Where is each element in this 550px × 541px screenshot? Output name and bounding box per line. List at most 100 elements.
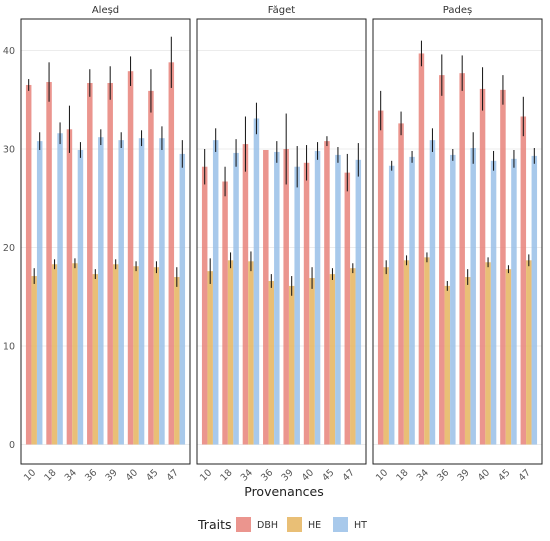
bar-ht bbox=[118, 140, 124, 445]
legend: Traits DBH HE HT bbox=[197, 517, 367, 532]
bar-dbh bbox=[479, 88, 486, 445]
bar-dbh bbox=[303, 162, 310, 445]
bar-ht bbox=[294, 166, 300, 445]
bar-he bbox=[207, 271, 213, 445]
bar-he bbox=[288, 285, 295, 445]
x-tick-label: 45 bbox=[496, 467, 512, 483]
x-tick-label: 45 bbox=[320, 467, 336, 483]
bar-he bbox=[329, 274, 336, 445]
bar-he bbox=[31, 276, 37, 445]
bar-dbh bbox=[201, 166, 208, 445]
bar-dbh bbox=[148, 90, 154, 445]
x-tick-label: 36 bbox=[83, 467, 99, 483]
bar-ht bbox=[179, 153, 186, 445]
panel-border bbox=[372, 18, 543, 465]
x-tick-label: 36 bbox=[259, 467, 275, 483]
bar-he bbox=[227, 260, 234, 445]
bar-dbh bbox=[87, 83, 93, 445]
bar-dbh bbox=[283, 149, 289, 445]
bar-ht bbox=[138, 138, 145, 445]
bar-he bbox=[444, 285, 451, 445]
bar-dbh bbox=[242, 144, 249, 445]
bar-ht bbox=[335, 154, 341, 445]
bar-he bbox=[403, 260, 410, 445]
bar-dbh bbox=[500, 89, 506, 445]
bar-he bbox=[174, 277, 180, 445]
bar-ht bbox=[355, 159, 362, 445]
bar-dbh bbox=[344, 172, 351, 445]
bar-he bbox=[350, 268, 356, 445]
bar-ht bbox=[77, 149, 84, 445]
bar-he bbox=[112, 264, 119, 445]
facet-title: Padeș bbox=[443, 5, 472, 16]
bar-dbh bbox=[398, 123, 404, 445]
x-tick-label: 40 bbox=[124, 467, 140, 483]
facet-panels: Aleșd Făget Padeș bbox=[20, 5, 543, 465]
bar-he bbox=[485, 262, 491, 445]
bar-ht bbox=[98, 137, 104, 445]
bar-dbh bbox=[222, 181, 228, 445]
x-tick-label: 47 bbox=[341, 467, 357, 483]
bar-he bbox=[424, 257, 430, 445]
panel-border bbox=[20, 18, 191, 465]
bar-he bbox=[92, 274, 99, 445]
legend-label: HT bbox=[354, 520, 367, 531]
x-tick-label: 18 bbox=[394, 467, 410, 483]
bar-ht bbox=[388, 165, 395, 445]
x-tick-label: 18 bbox=[218, 467, 234, 483]
bar-ht bbox=[314, 150, 321, 445]
bar-ht bbox=[57, 133, 63, 445]
bar-ht bbox=[274, 151, 280, 445]
bar-ht bbox=[409, 156, 415, 445]
y-tick-label: 0 bbox=[9, 440, 15, 451]
bar-dbh bbox=[25, 84, 32, 445]
bar-dbh bbox=[520, 116, 527, 445]
x-tick-label: 47 bbox=[165, 467, 181, 483]
x-tick-label: 10 bbox=[198, 467, 214, 483]
legend-key-ht bbox=[333, 517, 348, 532]
bar-dbh bbox=[263, 149, 269, 445]
bar-dbh bbox=[377, 110, 384, 445]
legend-label: HE bbox=[308, 520, 321, 531]
facet-panel: Padeș bbox=[372, 5, 543, 465]
x-tick-label: 40 bbox=[300, 467, 316, 483]
bar-ht bbox=[36, 141, 43, 445]
x-tick-label: 10 bbox=[22, 467, 38, 483]
facet-panel: Făget bbox=[196, 5, 367, 465]
bar-he bbox=[309, 278, 315, 445]
bar-dbh bbox=[168, 62, 175, 445]
bar-dbh bbox=[459, 73, 465, 445]
x-tick-label: 47 bbox=[517, 467, 533, 483]
x-tick-label: 18 bbox=[42, 467, 58, 483]
bar-he bbox=[153, 267, 160, 445]
bar-ht bbox=[159, 138, 165, 445]
bar-ht bbox=[490, 160, 497, 445]
bar-ht bbox=[531, 155, 538, 445]
bar-dbh bbox=[107, 83, 113, 445]
bar-he bbox=[268, 280, 275, 445]
x-tick-label: 40 bbox=[476, 467, 492, 483]
bar-ht bbox=[470, 148, 476, 445]
x-tick-label: 39 bbox=[455, 467, 471, 483]
x-tick-label: 10 bbox=[374, 467, 390, 483]
bar-ht bbox=[511, 158, 517, 445]
bar-dbh bbox=[418, 53, 425, 445]
x-axis: 10 18 34 36 39 40 45 47 10 18 34 36 39 40 45 47 10 18 34 36… bbox=[22, 467, 533, 483]
y-tick-label: 10 bbox=[3, 342, 15, 353]
bar-dbh bbox=[46, 82, 52, 445]
y-tick-label: 30 bbox=[3, 145, 15, 156]
facet-title: Aleșd bbox=[92, 5, 119, 16]
bar-he bbox=[248, 261, 254, 445]
bar-dbh bbox=[439, 75, 445, 445]
bar-he bbox=[133, 266, 139, 445]
facet-panel: Aleșd bbox=[20, 5, 191, 465]
x-axis-title: Provenances bbox=[244, 484, 324, 499]
x-tick-label: 36 bbox=[435, 467, 451, 483]
y-axis: 0 10 20 30 40 bbox=[3, 46, 15, 451]
y-tick-label: 20 bbox=[3, 243, 15, 254]
panel-border bbox=[196, 18, 367, 465]
bar-he bbox=[51, 264, 58, 445]
bar-he bbox=[72, 263, 78, 445]
x-tick-label: 39 bbox=[279, 467, 295, 483]
